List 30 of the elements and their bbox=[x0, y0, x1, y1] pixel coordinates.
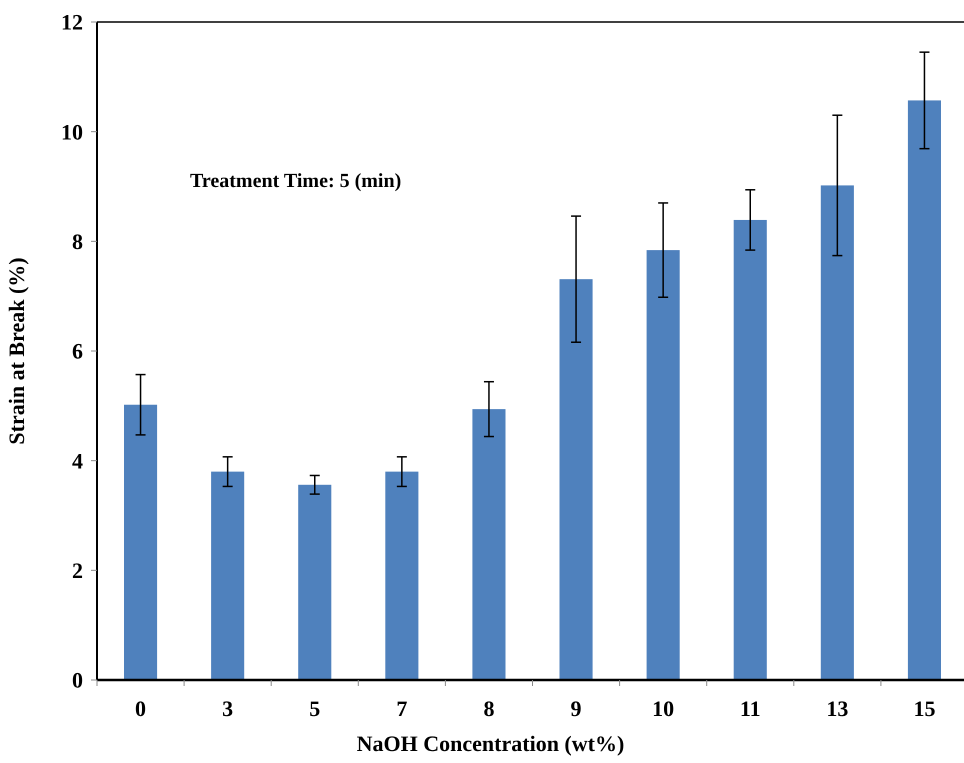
y-tick-label: 2 bbox=[72, 558, 83, 584]
y-tick-label: 6 bbox=[72, 338, 83, 364]
bar bbox=[385, 472, 418, 680]
y-axis-title: Strain at Break (%) bbox=[4, 257, 29, 445]
y-tick-label: 10 bbox=[61, 119, 83, 144]
bar bbox=[211, 472, 244, 680]
x-tick-label: 0 bbox=[135, 696, 146, 721]
bar bbox=[472, 409, 506, 680]
y-tick-label: 0 bbox=[72, 668, 83, 693]
y-tick-label: 12 bbox=[61, 10, 83, 35]
y-tick-label: 4 bbox=[72, 448, 83, 474]
x-tick-label: 5 bbox=[309, 696, 320, 721]
x-tick-label: 15 bbox=[913, 696, 936, 721]
x-tick-label: 7 bbox=[396, 696, 408, 721]
x-tick-label: 3 bbox=[222, 696, 234, 721]
y-tick-label: 8 bbox=[72, 229, 83, 254]
x-tick-label: 11 bbox=[740, 696, 761, 721]
annotation: Treatment Time: 5 (min) bbox=[190, 170, 402, 192]
bar bbox=[124, 404, 158, 680]
bar bbox=[298, 484, 332, 680]
x-axis-title: NaOH Concentration (wt%) bbox=[356, 731, 624, 756]
x-tick-label: 10 bbox=[652, 696, 674, 721]
x-tick-label: 9 bbox=[570, 696, 582, 721]
bar bbox=[734, 220, 767, 680]
bar bbox=[560, 279, 593, 680]
bar bbox=[820, 185, 854, 680]
x-tick-label: 13 bbox=[826, 696, 848, 721]
x-tick-label: 8 bbox=[483, 696, 494, 721]
bar bbox=[908, 100, 941, 680]
bar bbox=[646, 250, 680, 680]
